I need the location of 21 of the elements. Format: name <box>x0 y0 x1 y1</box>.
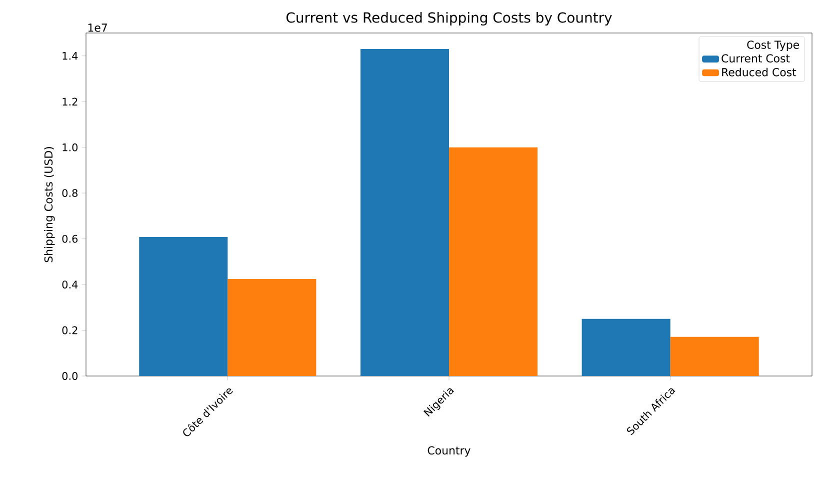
x-axis-title: Country <box>428 446 470 457</box>
legend-title: Cost Type <box>747 40 799 52</box>
y-tick-label: 0.4 <box>62 280 78 288</box>
y-tick-label: 1.0 <box>62 143 78 152</box>
bar <box>449 147 538 376</box>
y-tick-label: 0.2 <box>62 326 78 334</box>
bar <box>228 279 316 376</box>
y-tick-label: 0.0 <box>62 372 78 380</box>
bar <box>670 336 759 376</box>
text: 1e7 <box>88 24 107 32</box>
bar <box>139 236 228 376</box>
y-tick-label: 1.4 <box>62 52 78 60</box>
bar <box>582 318 670 376</box>
y-tick-label: 0.6 <box>62 234 78 243</box>
y-tick-label: 1.2 <box>62 98 78 106</box>
legend-label: Reduced Cost <box>722 68 796 76</box>
chart-title: Current vs Reduced Shipping Costs by Country <box>286 12 612 26</box>
y-axis-title: Shipping Costs (USD) <box>44 147 55 262</box>
legend-label: Current Cost <box>722 54 790 63</box>
y-tick-label: 0.8 <box>62 189 78 198</box>
bar <box>360 49 450 376</box>
